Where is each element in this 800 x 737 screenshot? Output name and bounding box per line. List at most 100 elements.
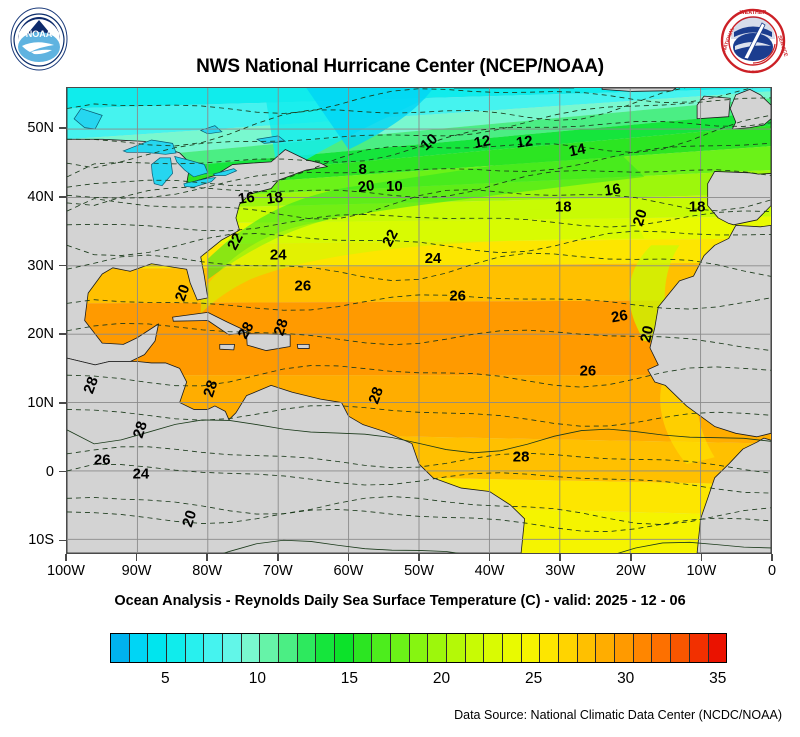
map-caption: Ocean Analysis - Reynolds Daily Sea Surf…: [114, 593, 686, 609]
colorbar-cell: [465, 634, 485, 662]
colorbar-cell: [223, 634, 242, 662]
contour-line-dashed: [67, 322, 771, 351]
contour-line-dashed: [67, 114, 771, 188]
svg-text:18: 18: [265, 189, 284, 208]
colorbar-cell: [204, 634, 224, 662]
colorbar-cell: [129, 634, 149, 662]
lake-superior: [122, 139, 177, 155]
colorbar-cell: [559, 634, 578, 662]
colorbar-tick-label: 30: [617, 670, 635, 687]
colorbar-tick-label: 5: [160, 670, 170, 687]
x-axis-label: 10W: [686, 563, 717, 579]
colorbar-cell: [671, 634, 690, 662]
svg-text:18: 18: [555, 199, 572, 216]
x-tick: [771, 554, 773, 561]
colorbar: [110, 633, 727, 663]
contour-label: 1616: [237, 189, 256, 208]
x-tick: [559, 554, 561, 561]
contour-label: 2020: [172, 282, 194, 303]
lake-ontario: [212, 168, 238, 176]
y-axis-label: 20N: [27, 326, 54, 343]
land-ireland: [696, 95, 731, 120]
colorbar-cells: [110, 633, 727, 663]
y-tick: [59, 333, 66, 335]
colorbar-cell: [447, 634, 466, 662]
colorbar-tick-label: 10: [248, 670, 266, 687]
colorbar-cell: [279, 634, 298, 662]
contour-line-dashed: [67, 97, 771, 169]
colorbar-cell: [241, 634, 261, 662]
x-axis-label: 0: [767, 563, 777, 579]
y-tick: [59, 196, 66, 198]
colorbar-cell: [652, 634, 672, 662]
svg-text:22: 22: [379, 227, 402, 250]
colorbar-cell: [167, 634, 186, 662]
x-axis-label: 100W: [47, 563, 85, 579]
x-tick: [347, 554, 350, 561]
x-tick: [277, 554, 279, 561]
contour-label: 1010: [386, 178, 403, 195]
contour-label: 88: [359, 161, 367, 178]
nws-logo: WEATHER • • • NATIONAL SERVICE: [718, 6, 789, 76]
colorbar-cell: [335, 634, 354, 662]
y-axis-label: 10N: [27, 394, 54, 411]
colorbar-cell: [577, 634, 597, 662]
contour-label: 2020: [357, 177, 376, 196]
svg-text:12: 12: [473, 132, 492, 152]
colorbar-cell: [596, 634, 616, 662]
svg-text:8: 8: [359, 161, 367, 178]
map-canvas: 1010121212121414881010161620201616181818…: [67, 88, 771, 553]
colorbar-cell: [689, 634, 709, 662]
svg-text:24: 24: [133, 465, 150, 482]
x-axis-label: 30W: [545, 563, 576, 579]
lake-winnipeg: [73, 108, 103, 130]
contour-label: 2020: [637, 324, 657, 344]
contour-label: 1414: [567, 140, 587, 160]
land-africa-nw: [647, 225, 771, 438]
colorbar-cell: [185, 634, 205, 662]
contour-line-dashed: [67, 189, 771, 220]
contour-label: 2020: [179, 508, 200, 529]
contour-line-dashed: [67, 463, 771, 494]
contour-line-dashed: [67, 496, 771, 525]
x-axis-label: 50W: [404, 563, 434, 579]
colorbar-cell: [484, 634, 504, 662]
x-tick: [65, 554, 67, 561]
colorbar-cell: [521, 634, 541, 662]
land-jamaica: [219, 343, 235, 351]
svg-text:20: 20: [179, 508, 200, 529]
colorbar-tick-label: 15: [340, 670, 359, 687]
svg-text:28: 28: [200, 378, 221, 399]
y-axis-label: 40N: [27, 188, 54, 205]
x-tick: [630, 554, 632, 561]
contour-line: [67, 419, 771, 454]
contour-line-dashed: [67, 169, 771, 206]
svg-text:28: 28: [365, 385, 387, 406]
contour-line-dashed: [67, 446, 771, 474]
svg-text:20: 20: [630, 207, 651, 228]
svg-text:20: 20: [637, 324, 657, 344]
land-iberia: [707, 88, 771, 226]
land-cuba: [172, 311, 249, 336]
svg-text:WEATHER: WEATHER: [740, 10, 767, 16]
colorbar-cell: [615, 634, 634, 662]
svg-text:28: 28: [513, 448, 530, 465]
x-axis-label: 70W: [262, 563, 293, 579]
contour-line-dashed: [67, 294, 771, 311]
x-axis-label: 80W: [192, 563, 223, 579]
colorbar-tick-label: 20: [432, 670, 451, 687]
